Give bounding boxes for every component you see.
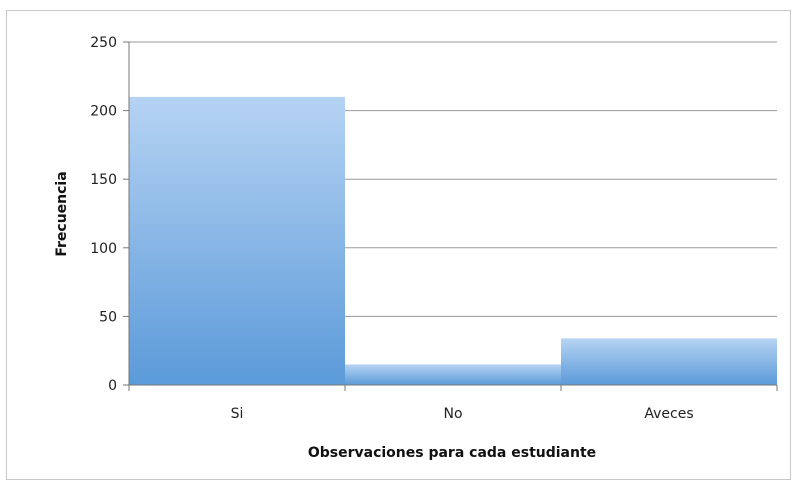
y-tick-label: 250 <box>90 35 117 51</box>
y-axis-title: Frecuencia <box>54 171 70 256</box>
y-tick-label: 50 <box>99 309 117 325</box>
bar-si <box>129 96 345 385</box>
y-tick-label: 150 <box>90 172 117 188</box>
x-tick-label: Aveces <box>644 406 693 422</box>
y-tick-label: 200 <box>90 104 117 120</box>
bar-no <box>345 364 561 385</box>
tick-labels: 0 50 100 150 200 250 Si No Aveces <box>90 35 693 422</box>
x-tick-label: No <box>443 406 462 422</box>
bar-aveces <box>561 338 777 385</box>
y-tick-label: 100 <box>90 241 117 257</box>
y-tick-label: 0 <box>108 378 117 394</box>
x-tick-label: Si <box>231 406 244 422</box>
bars <box>129 96 777 385</box>
x-axis-title: Observaciones para cada estudiante <box>308 445 596 461</box>
axes <box>123 41 778 391</box>
